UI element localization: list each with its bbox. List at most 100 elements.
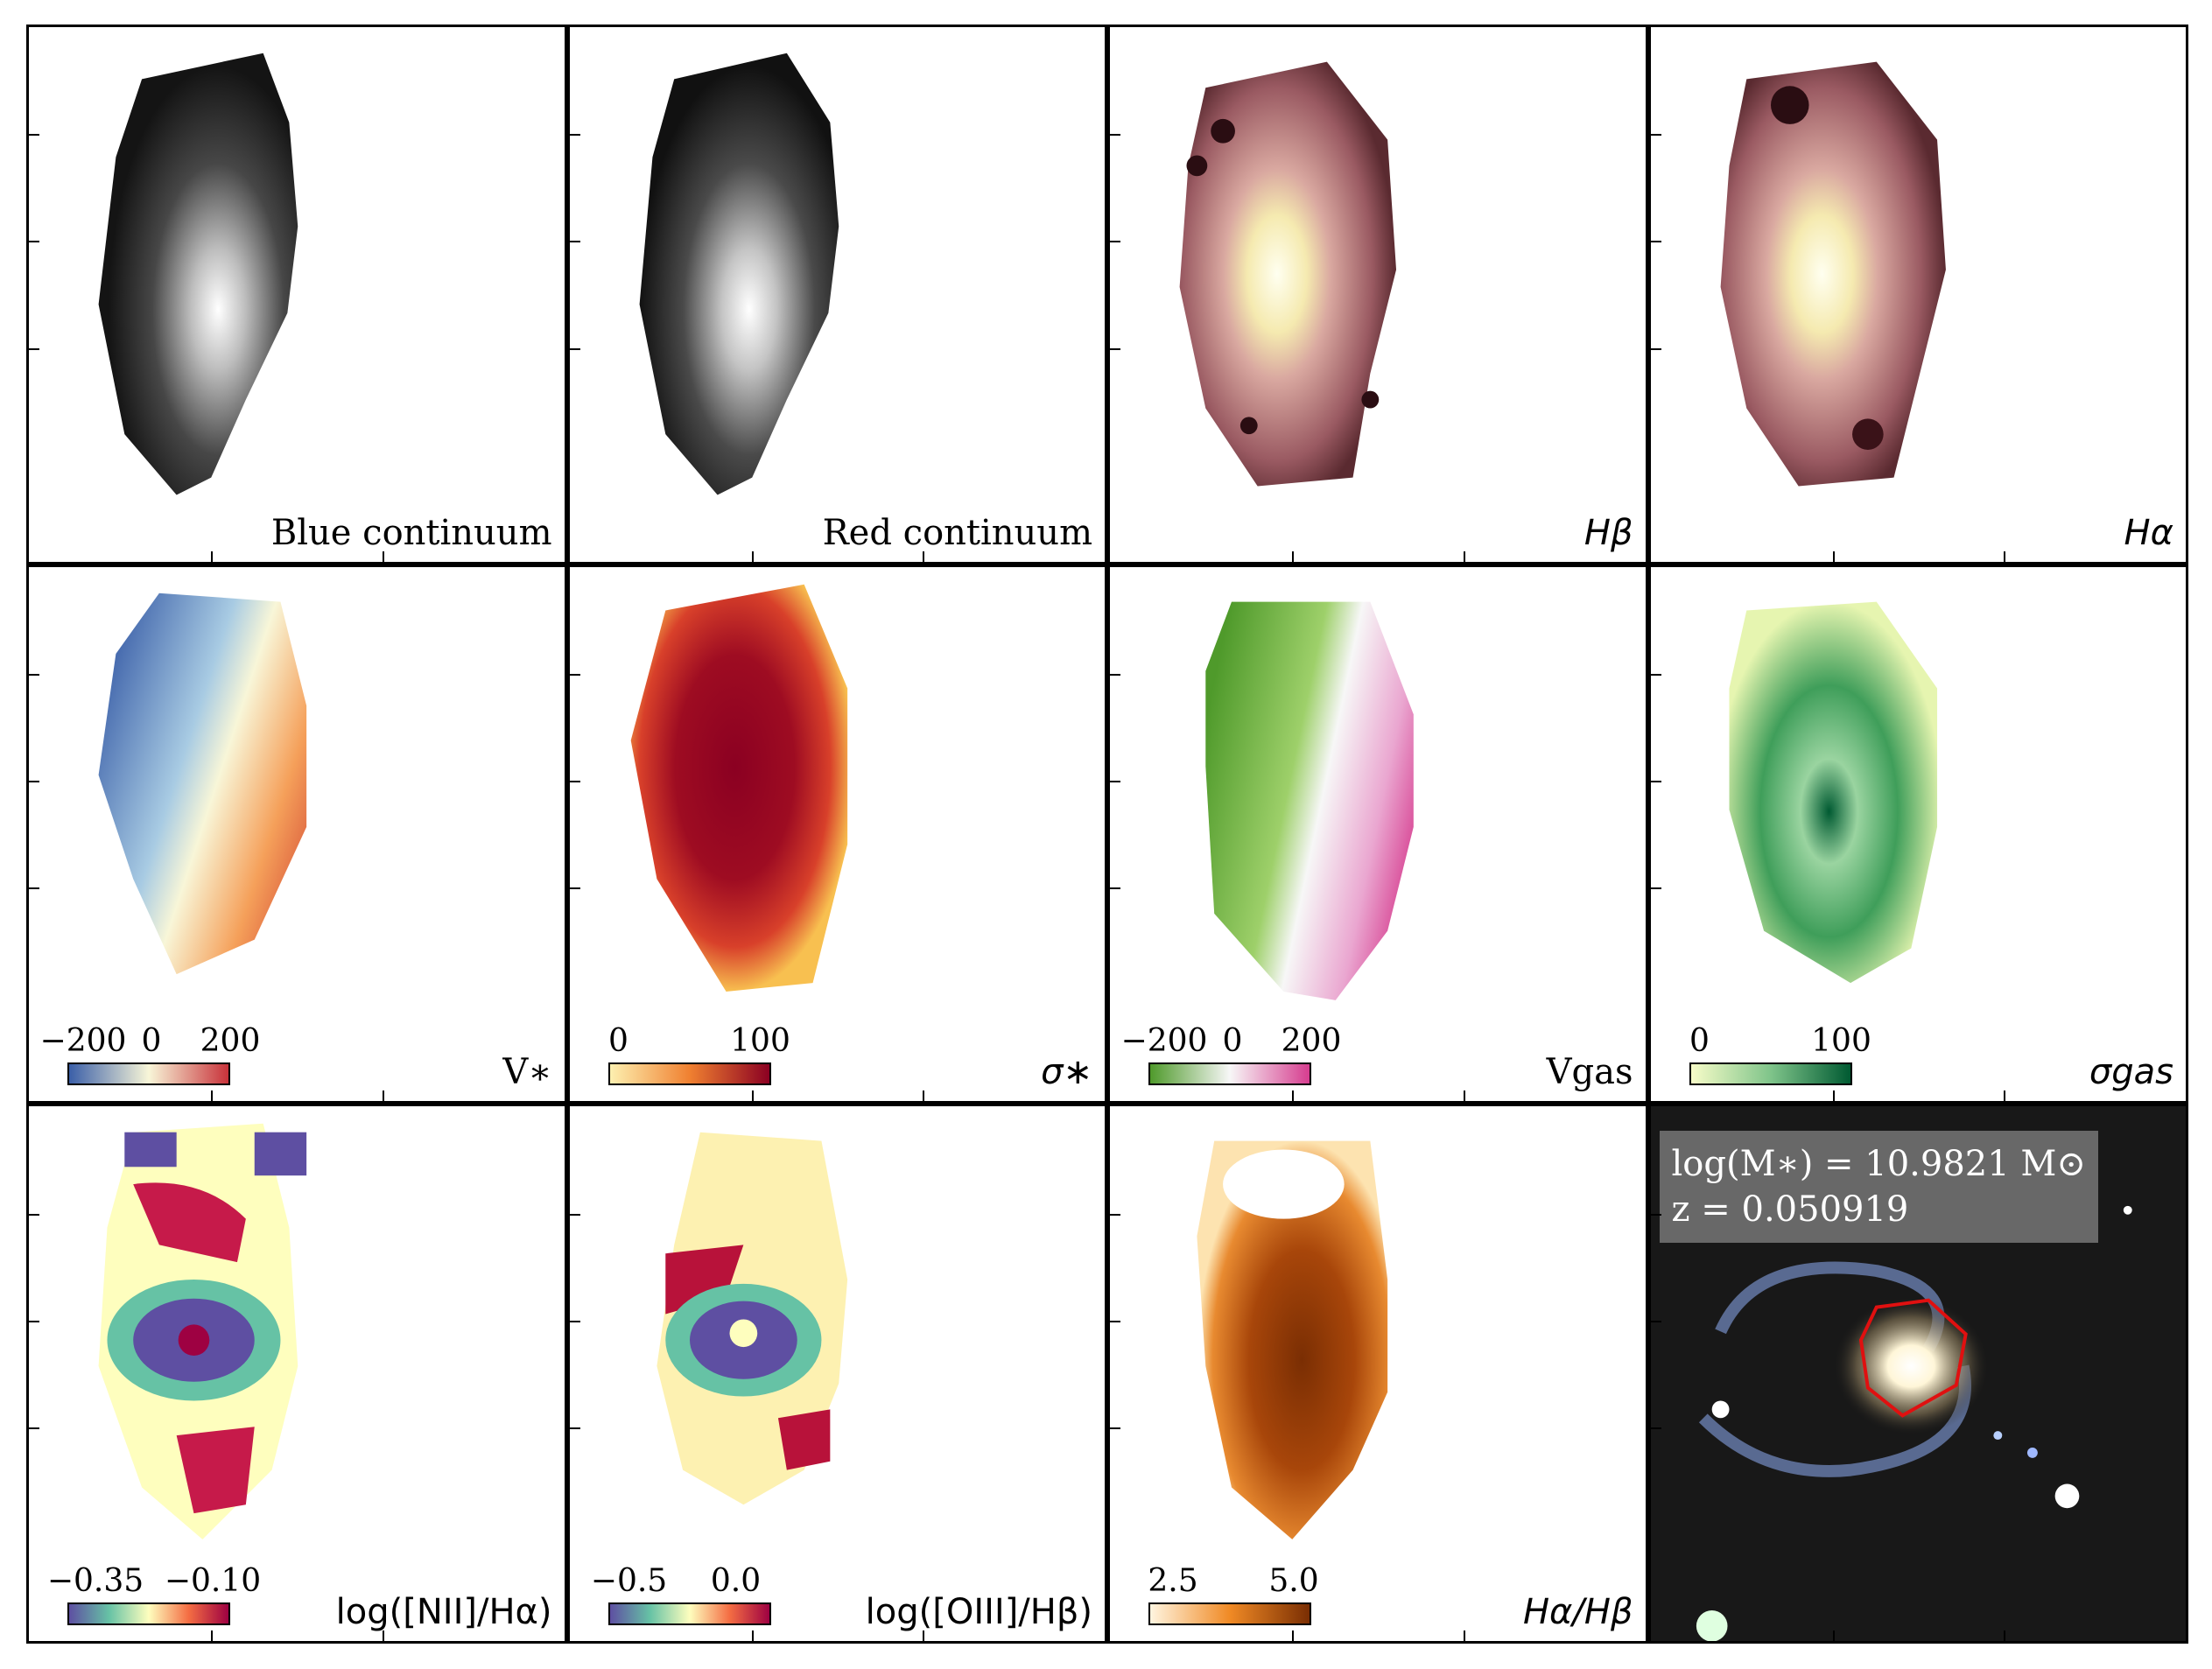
colorbar-tick: 200 xyxy=(200,1023,261,1060)
colorbar-tick: −0.35 xyxy=(46,1562,144,1599)
axis-tick xyxy=(1110,241,1120,243)
panel-label: V∗ xyxy=(502,1052,552,1093)
panel-label: log([NII]/Hα) xyxy=(335,1591,552,1632)
panel-sigma-star: 0 100 σ∗ xyxy=(566,564,1107,1104)
axis-tick xyxy=(1832,1630,1835,1641)
o3-hb-map xyxy=(656,1133,847,1505)
colorbar-tick: 0 xyxy=(141,1023,162,1060)
balmer-decrement-map xyxy=(1197,1140,1388,1540)
axis-tick xyxy=(1832,1090,1835,1102)
axis-tick xyxy=(1463,1090,1465,1102)
redshift-text: z = 0.050919 xyxy=(1671,1189,1909,1231)
colorbar-tick: 0.0 xyxy=(710,1562,762,1599)
axis-tick xyxy=(1110,347,1120,350)
panel-label: σgas xyxy=(2089,1052,2173,1093)
axis-tick xyxy=(29,887,39,890)
axis-tick xyxy=(751,550,754,562)
panel-halpha: Hα xyxy=(1647,25,2188,565)
axis-tick xyxy=(29,1213,39,1216)
panel-n2-ha: −0.35 −0.10 log([NII]/Hα) xyxy=(26,1104,567,1644)
panel-label: Hα/Hβ xyxy=(1522,1591,1633,1632)
colorbar-tick: 0 xyxy=(608,1023,628,1060)
axis-tick xyxy=(1292,1090,1295,1102)
panel-balmer-decrement: 2.5 5.0 Hα/Hβ xyxy=(1107,1104,1648,1644)
colorbar xyxy=(1148,1602,1311,1625)
panel-label: Hα xyxy=(2124,512,2173,553)
axis-tick xyxy=(1650,781,1661,783)
axis-tick xyxy=(1110,673,1120,676)
panel-label: Vgas xyxy=(1546,1052,1633,1093)
colorbar-tick: −200 xyxy=(1120,1023,1208,1060)
v-star-map xyxy=(98,593,307,974)
axis-tick xyxy=(382,1630,384,1641)
axis-tick xyxy=(1110,1213,1120,1216)
axis-tick xyxy=(1650,241,1661,243)
colorbar-tick: −200 xyxy=(39,1023,127,1060)
axis-tick xyxy=(1463,550,1465,562)
colorbar-tick: 0 xyxy=(1222,1023,1243,1060)
panel-hbeta: Hβ xyxy=(1107,25,1648,565)
colorbar xyxy=(607,1062,771,1086)
red-continuum-map xyxy=(639,53,839,495)
axis-tick xyxy=(211,550,214,562)
colorbar-tick: 2.5 xyxy=(1148,1562,1198,1599)
axis-tick xyxy=(211,1630,214,1641)
colorbar xyxy=(67,1062,230,1086)
axis-tick xyxy=(1110,134,1120,137)
axis-tick xyxy=(569,347,580,350)
axis-tick xyxy=(569,887,580,890)
panel-v-star: −200 0 200 V∗ xyxy=(26,564,567,1104)
axis-tick xyxy=(751,1630,754,1641)
panel-label: log([OIII]/Hβ) xyxy=(865,1591,1092,1632)
axis-tick xyxy=(1650,134,1661,137)
panel-red-continuum: Red continuum xyxy=(566,25,1107,565)
panel-v-gas: −200 0 200 Vgas xyxy=(1107,564,1648,1104)
axis-tick xyxy=(29,1427,39,1429)
axis-tick xyxy=(382,1090,384,1102)
colorbar xyxy=(1689,1062,1852,1086)
panel-label: Red continuum xyxy=(822,512,1092,553)
axis-tick xyxy=(382,550,384,562)
panel-label: Blue continuum xyxy=(270,512,552,553)
colorbar xyxy=(1148,1062,1311,1086)
axis-tick xyxy=(29,347,39,350)
panel-galaxy-image: log(M∗) = 10.9821 M⊙ z = 0.050919 xyxy=(1647,1104,2188,1644)
axis-tick xyxy=(569,241,580,243)
colorbar-tick: 5.0 xyxy=(1268,1562,1319,1599)
axis-tick xyxy=(569,673,580,676)
colorbar-tick: 0 xyxy=(1689,1023,1710,1060)
axis-tick xyxy=(29,134,39,137)
axis-tick xyxy=(923,550,925,562)
v-gas-map xyxy=(1205,601,1414,1000)
colorbar-tick: −0.10 xyxy=(164,1562,262,1599)
figure-grid: Blue continuum Red continuum Hβ xyxy=(26,25,2188,1644)
axis-tick xyxy=(1650,673,1661,676)
axis-tick xyxy=(1650,887,1661,890)
panel-label: σ∗ xyxy=(1041,1052,1092,1093)
axis-tick xyxy=(1650,1320,1661,1322)
panel-sigma-gas: 0 100 σgas xyxy=(1647,564,2188,1104)
n2-ha-map xyxy=(98,1124,307,1540)
panel-blue-continuum: Blue continuum xyxy=(26,25,567,565)
axis-tick xyxy=(569,134,580,137)
colorbar-tick: 100 xyxy=(1811,1023,1871,1060)
galaxy-info-box: log(M∗) = 10.9821 M⊙ z = 0.050919 xyxy=(1659,1131,2098,1244)
axis-tick xyxy=(29,673,39,676)
colorbar-tick: 200 xyxy=(1281,1023,1342,1060)
axis-tick xyxy=(211,1090,214,1102)
colorbar xyxy=(607,1602,771,1625)
galaxy-photo xyxy=(1650,1106,2186,1641)
axis-tick xyxy=(2004,550,2006,562)
axis-tick xyxy=(2004,1630,2006,1641)
axis-tick xyxy=(1463,1630,1465,1641)
axis-tick xyxy=(1292,550,1295,562)
axis-tick xyxy=(569,781,580,783)
panel-label: Hβ xyxy=(1584,512,1633,553)
hbeta-map xyxy=(1179,61,1397,487)
axis-tick xyxy=(1292,1630,1295,1641)
sigma-gas-map xyxy=(1728,601,1937,983)
axis-tick xyxy=(1650,1427,1661,1429)
axis-tick xyxy=(751,1090,754,1102)
axis-tick xyxy=(29,1320,39,1322)
colorbar-tick: 100 xyxy=(730,1023,790,1060)
